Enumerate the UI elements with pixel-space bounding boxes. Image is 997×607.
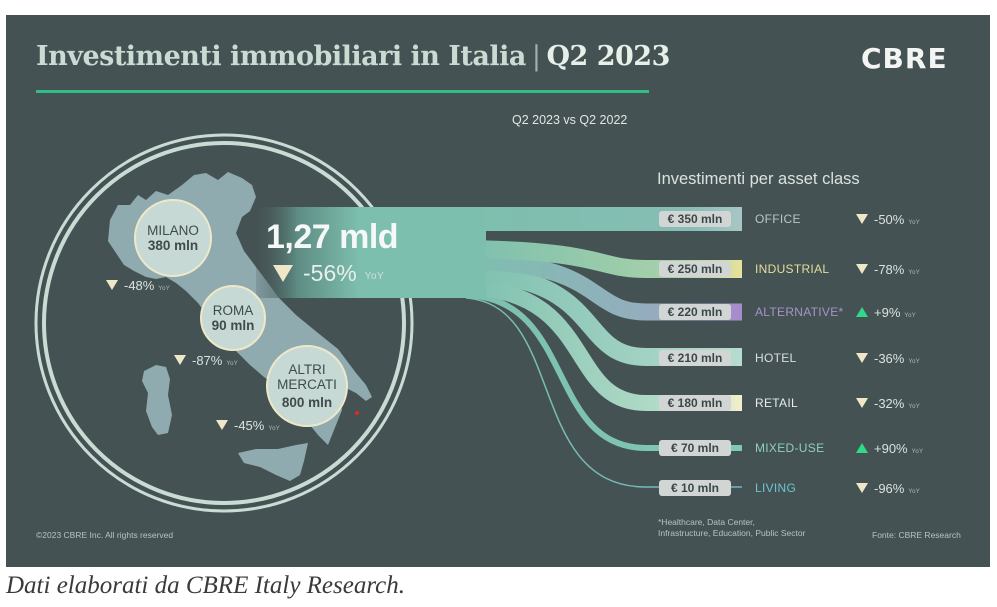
flow-mixed-use xyxy=(465,292,742,451)
down-arrow-icon xyxy=(216,420,228,430)
asset-class-change: -50% YoY xyxy=(856,212,920,227)
change-value: -96% xyxy=(874,481,905,496)
up-arrow-icon xyxy=(856,307,868,317)
asset-amount: € 70 mln xyxy=(659,440,731,456)
footnote-line2: Infrastructure, Education, Public Sector xyxy=(658,528,806,539)
flow-living xyxy=(465,297,742,488)
asset-amount: € 350 mln xyxy=(659,211,731,227)
city-name: ROMA xyxy=(212,302,254,318)
total-change-value: -56% xyxy=(303,260,357,286)
asset-class-name: LIVING xyxy=(755,481,797,495)
down-arrow-icon xyxy=(856,214,868,224)
city-change-milano: -48% YoY xyxy=(106,278,170,293)
comparison-label: Q2 2023 vs Q2 2022 xyxy=(512,113,628,127)
total-investment: 1,27 mld xyxy=(266,218,399,256)
city-bubble-roma: ROMA 90 mln xyxy=(200,285,266,351)
change-value: -45% xyxy=(234,418,265,433)
copyright: ©2023 CBRE Inc. All rights reserved xyxy=(36,530,174,540)
asset-class-title: Investimenti per asset class xyxy=(657,170,860,188)
change-value: -50% xyxy=(874,212,905,227)
city-name-line1: ALTRI xyxy=(288,362,326,378)
asset-class-change: +9% YoY xyxy=(856,305,916,320)
city-value: 90 mln xyxy=(211,318,255,333)
city-bubble-altri-mercati: ALTRI MERCATI 800 mln xyxy=(266,345,348,427)
infographic-panel: Investimenti immobiliari in Italia | Q2 20… xyxy=(6,15,990,567)
down-arrow-icon xyxy=(856,398,868,408)
city-change-roma: -87% YoY xyxy=(174,353,238,368)
sicily xyxy=(238,443,308,481)
flow-ribbons xyxy=(256,207,742,488)
city-name: MILANO xyxy=(147,222,199,238)
up-arrow-icon xyxy=(856,443,868,453)
asset-class-change: -96% YoY xyxy=(856,481,920,496)
asset-class-name: MIXED-USE xyxy=(755,441,825,455)
asset-class-name: RETAIL xyxy=(755,396,798,410)
footnote-line1: *Healthcare, Data Center, xyxy=(658,517,755,527)
source: Fonte: CBRE Research xyxy=(872,530,961,540)
yoy-label: YoY xyxy=(268,426,281,432)
asset-amount: € 10 mln xyxy=(659,480,731,496)
footnote: *Healthcare, Data Center, Infrastructure… xyxy=(658,517,805,540)
change-value: -48% xyxy=(124,278,155,293)
asset-amount: € 250 mln xyxy=(659,261,731,277)
asset-amount: € 220 mln xyxy=(659,304,731,320)
change-value: +90% xyxy=(874,441,908,456)
down-arrow-icon xyxy=(174,355,186,365)
title-period: Q2 2023 xyxy=(546,41,671,72)
yoy-label: YoY xyxy=(226,361,239,367)
trunk-band xyxy=(256,207,486,298)
down-arrow-icon xyxy=(106,280,118,290)
yoy-label: YoY xyxy=(908,220,921,226)
down-arrow-icon xyxy=(856,264,868,274)
yoy-label: YoY xyxy=(904,313,917,319)
yoy-label: YoY xyxy=(908,404,921,410)
asset-class-change: +90% YoY xyxy=(856,441,923,456)
asset-class-name: ALTERNATIVE* xyxy=(755,305,844,319)
city-name-line2: MERCATI xyxy=(277,377,337,393)
yoy-label: YoY xyxy=(158,286,171,292)
title-text: Investimenti immobiliari in Italia xyxy=(36,41,526,72)
total-change: -56% YoY xyxy=(273,260,384,287)
title-underline xyxy=(36,90,649,93)
flow-retail xyxy=(465,279,742,411)
down-arrow-icon xyxy=(856,483,868,493)
change-value: -36% xyxy=(874,351,905,366)
flow-hotel xyxy=(465,264,742,366)
yoy-label: YoY xyxy=(908,489,921,495)
yoy-label: YoY xyxy=(364,271,385,282)
asset-class-name: INDUSTRIAL xyxy=(755,262,830,276)
asset-amount: € 180 mln xyxy=(659,395,731,411)
change-value: -78% xyxy=(874,262,905,277)
outer-ring xyxy=(34,133,414,513)
yoy-label: YoY xyxy=(908,270,921,276)
cbre-logo: CBRE xyxy=(861,42,948,75)
flow-alternative xyxy=(465,252,742,321)
asset-amount: € 210 mln xyxy=(659,350,731,366)
flow-industrial xyxy=(465,240,742,278)
change-value: +9% xyxy=(874,305,901,320)
city-change-altri-mercati: -45% YoY xyxy=(216,418,280,433)
page-title: Investimenti immobiliari in Italia | Q2 20… xyxy=(36,41,670,72)
city-value: 380 mln xyxy=(147,238,199,253)
asset-class-change: -78% YoY xyxy=(856,262,920,277)
down-arrow-icon xyxy=(856,353,868,363)
asset-class-change: -36% YoY xyxy=(856,351,920,366)
asset-class-name: OFFICE xyxy=(755,212,801,226)
red-dot-marker xyxy=(355,411,359,415)
yoy-label: YoY xyxy=(908,359,921,365)
down-arrow-icon xyxy=(273,265,293,282)
change-value: -87% xyxy=(192,353,223,368)
city-value: 800 mln xyxy=(281,394,333,410)
inner-ring xyxy=(42,141,406,505)
asset-class-name: HOTEL xyxy=(755,351,797,365)
sardinia xyxy=(142,365,172,435)
yoy-label: YoY xyxy=(911,449,924,455)
caption: Dati elaborati da CBRE Italy Research. xyxy=(6,572,405,599)
change-value: -32% xyxy=(874,396,905,411)
city-bubble-milano: MILANO 380 mln xyxy=(134,199,212,277)
title-separator: | xyxy=(531,41,541,72)
asset-class-change: -32% YoY xyxy=(856,396,920,411)
